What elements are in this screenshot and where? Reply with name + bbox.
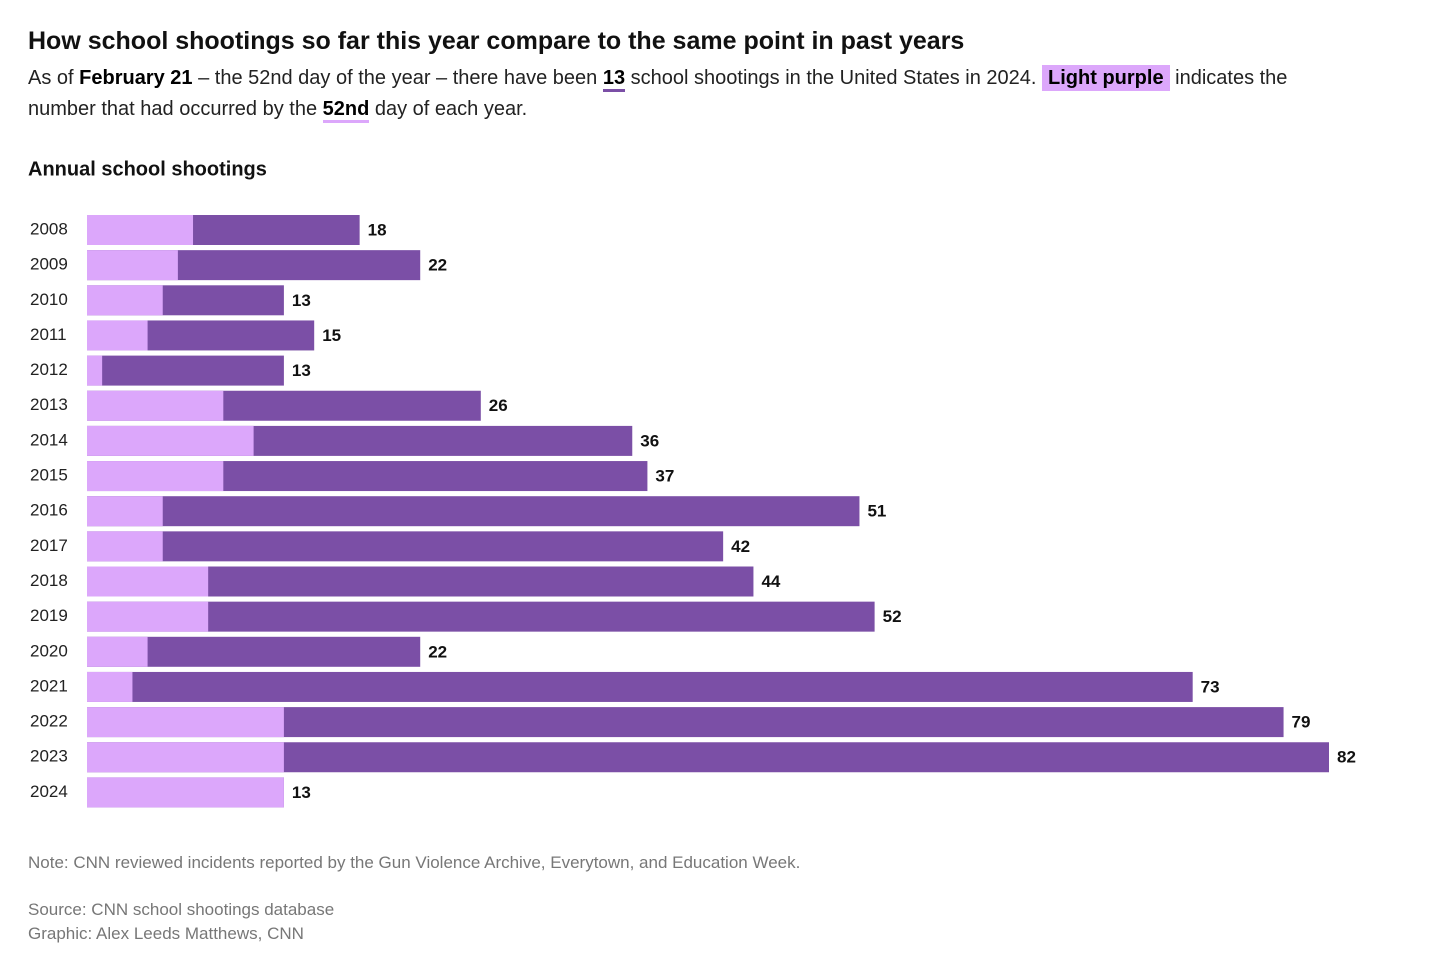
- bar: [87, 742, 284, 773]
- data-label: 15: [322, 326, 341, 345]
- data-label: 13: [292, 291, 311, 310]
- bar: [87, 601, 209, 632]
- y-tick-label: 2014: [30, 430, 68, 449]
- note: Note: CNN reviewed incidents reported by…: [28, 853, 801, 872]
- bar: [87, 671, 1193, 702]
- y-tick-label: 2010: [30, 290, 68, 309]
- data-label: 44: [761, 572, 780, 591]
- data-label: 22: [428, 642, 447, 661]
- y-tick-label: 2019: [30, 606, 68, 625]
- data-label: 79: [1292, 713, 1311, 732]
- bar: [87, 285, 163, 316]
- data-label: 37: [655, 467, 674, 486]
- bar: [87, 215, 194, 245]
- source: Source: CNN school shootings database: [28, 900, 335, 919]
- bar: [87, 390, 224, 421]
- bar: [87, 707, 1284, 738]
- credit: Graphic: Alex Leeds Matthews, CNN: [28, 924, 304, 943]
- y-tick-label: 2016: [30, 501, 68, 520]
- subtitle-text: – the 52nd day of the year – there have …: [192, 67, 603, 89]
- bar: [87, 355, 284, 386]
- data-label: 18: [368, 220, 387, 239]
- subtitle-text: school shootings in the United States in…: [625, 67, 1043, 89]
- y-tick-label: 2015: [30, 466, 68, 485]
- y-tick-label: 2018: [30, 571, 68, 590]
- bar: [87, 320, 148, 351]
- bar: [87, 636, 148, 667]
- data-label: 52: [883, 607, 902, 626]
- subtitle: As of February 21 – the 52nd day of the …: [28, 63, 1328, 125]
- y-tick-label: 2009: [30, 255, 68, 274]
- bar: [87, 777, 284, 808]
- y-tick-label: 2011: [30, 325, 67, 344]
- data-label: 42: [731, 537, 750, 556]
- bar: [87, 566, 209, 597]
- data-label: 13: [292, 361, 311, 380]
- y-tick-label: 2024: [30, 782, 68, 801]
- y-tick-label: 2008: [30, 219, 68, 238]
- bar: [87, 496, 163, 527]
- data-label: 13: [292, 783, 311, 802]
- y-tick-label: 2012: [30, 360, 68, 379]
- subtitle-text: 13: [602, 67, 626, 92]
- chart-subtitle: Annual school shootings: [28, 158, 267, 180]
- y-tick-label: 2013: [30, 395, 68, 414]
- bar: [87, 250, 178, 281]
- data-label: 82: [1337, 748, 1356, 767]
- y-tick-label: 2023: [30, 747, 68, 766]
- subtitle-text: As of: [28, 67, 80, 89]
- bar: [87, 742, 1329, 773]
- legend-highlight: Light purple: [1042, 65, 1170, 91]
- subtitle-text: 52nd: [322, 98, 370, 123]
- data-label: 51: [867, 502, 886, 521]
- data-label: 26: [489, 396, 508, 415]
- bar: [87, 425, 254, 456]
- bar: [87, 531, 724, 562]
- bar: [87, 531, 163, 562]
- bar: [87, 671, 133, 702]
- chart: Annual school shootings 2008 18 2009 22 2010…: [28, 158, 1356, 808]
- subtitle-text: indicates the number that had occurred b…: [28, 67, 1288, 120]
- bar: [87, 707, 284, 738]
- y-tick-label: 2020: [30, 641, 68, 660]
- bar: [87, 601, 875, 632]
- bar: [87, 496, 860, 527]
- y-tick-label: 2017: [30, 536, 68, 555]
- chart-title: How school shootings so far this year co…: [28, 27, 965, 55]
- bar: [87, 461, 224, 492]
- data-label: 22: [428, 256, 447, 275]
- subtitle-text: February 21: [79, 67, 193, 89]
- data-label: 73: [1201, 677, 1220, 696]
- subtitle-text: day of each year.: [369, 98, 528, 120]
- bar: [87, 355, 103, 386]
- y-tick-label: 2021: [30, 676, 68, 695]
- data-label: 36: [640, 431, 659, 450]
- y-tick-label: 2022: [30, 712, 68, 731]
